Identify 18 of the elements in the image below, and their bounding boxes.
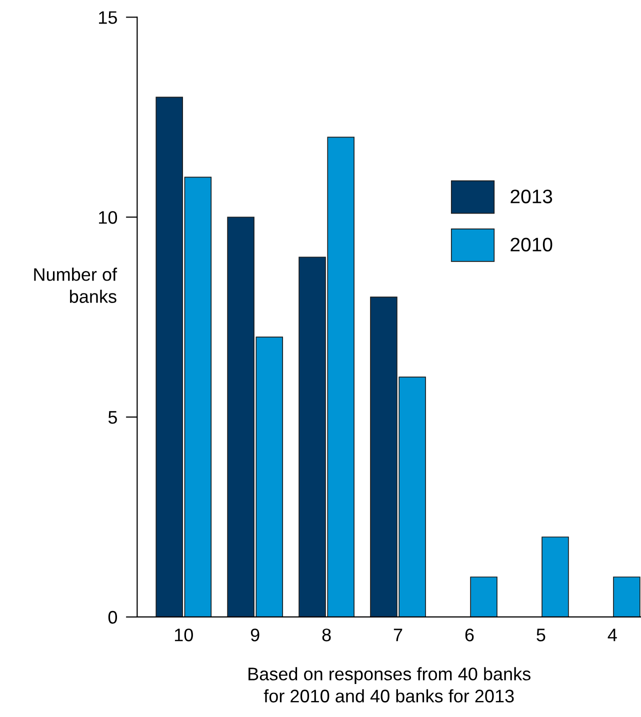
x-tick-label: 9 <box>250 628 260 642</box>
y-tick-label: 15 <box>99 11 117 24</box>
bar <box>613 576 640 617</box>
x-tick-label: 6 <box>465 628 474 642</box>
legend-label: 2013 <box>510 190 552 204</box>
bar <box>470 576 498 617</box>
legend-label: 2010 <box>510 238 552 252</box>
y-axis-title: Number of banks <box>34 268 118 303</box>
bar <box>542 536 569 617</box>
x-tick-label: 4 <box>608 628 617 642</box>
x-tick-label: 5 <box>536 628 546 642</box>
y-tick-label: 5 <box>108 411 117 424</box>
x-axis-title: Based on responses from 40 banks for 2010 and 40 banks for 2013 <box>248 667 530 702</box>
x-tick-label: 10 <box>174 628 193 642</box>
x-tick-label: 8 <box>322 628 331 642</box>
x-tick-label: 7 <box>394 628 402 642</box>
y-tick-label: 10 <box>99 211 118 224</box>
y-tick-label: 0 <box>108 610 118 624</box>
